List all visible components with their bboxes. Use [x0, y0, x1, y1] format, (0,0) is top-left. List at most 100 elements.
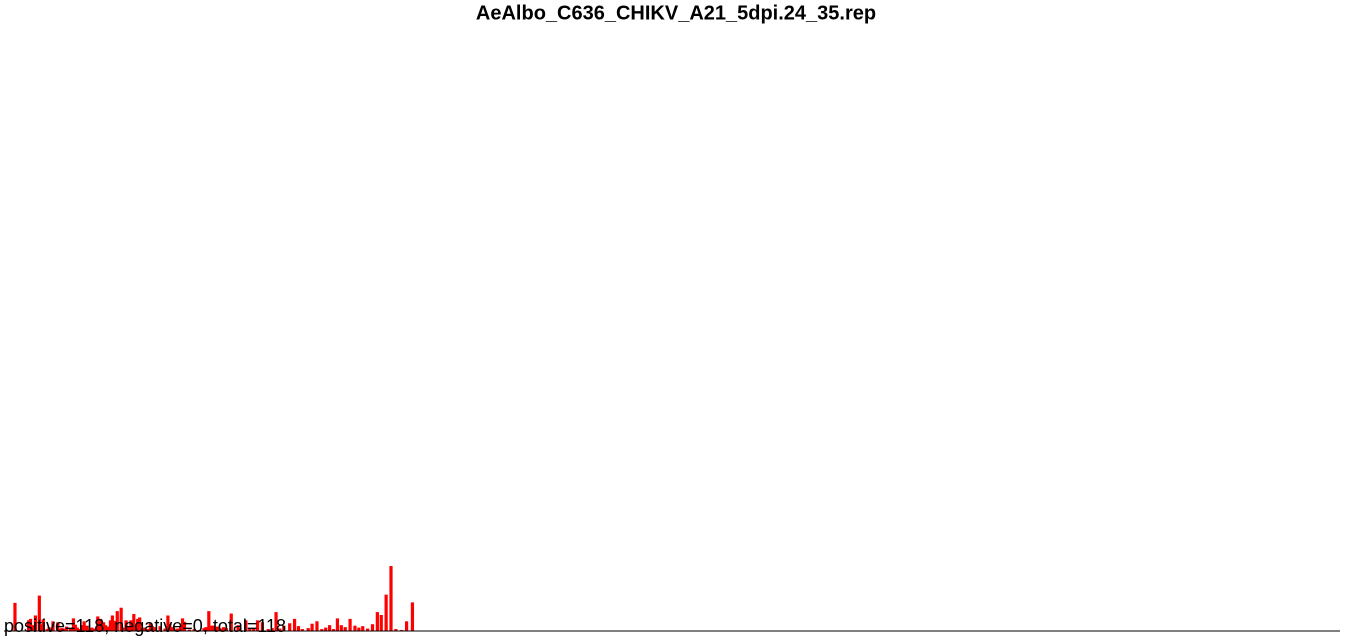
bar: [115, 611, 119, 631]
bar: [65, 626, 69, 631]
bar: [90, 627, 94, 631]
bar: [375, 612, 379, 631]
bar: [324, 627, 328, 631]
bar: [219, 628, 224, 631]
chart-title: AeAlbo_C636_CHIKV_A21_5dpi.24_35.rep: [476, 3, 876, 25]
bar: [221, 627, 226, 631]
bar: [138, 617, 142, 631]
bar: [236, 625, 240, 631]
bar: [216, 626, 220, 631]
bar: [85, 625, 89, 631]
bar: [335, 618, 340, 631]
bar: [320, 629, 324, 631]
bar: [255, 620, 260, 631]
bar: [328, 625, 332, 631]
bar: [152, 627, 156, 631]
bar: [384, 594, 388, 632]
bar: [62, 628, 66, 631]
bar: [108, 620, 113, 631]
bar: [121, 627, 125, 631]
summary-label: positive=118, negative=0, total=118: [4, 616, 286, 636]
bar: [182, 621, 187, 631]
bar: [217, 629, 222, 631]
bar: [68, 629, 73, 631]
bar: [142, 627, 147, 631]
bar: [73, 624, 77, 631]
bar: [252, 628, 256, 631]
bar: [41, 619, 45, 631]
bar: [174, 629, 178, 631]
bar: [394, 629, 398, 631]
bar: [140, 629, 145, 631]
bar: [92, 628, 96, 631]
bar: [136, 618, 140, 632]
bar: [180, 618, 185, 631]
bar: [102, 622, 106, 631]
bar: [96, 616, 100, 631]
bar: [77, 629, 81, 631]
bar: [315, 621, 319, 631]
bar: [110, 615, 114, 631]
bar: [170, 627, 174, 631]
bar: [270, 628, 274, 631]
bar: [176, 628, 180, 631]
bar: [187, 629, 191, 631]
bar: [82, 621, 86, 631]
bar: [306, 628, 310, 631]
bar: [207, 611, 211, 631]
bar: [300, 629, 304, 631]
bar: [348, 618, 352, 632]
bar: [28, 618, 33, 632]
bar: [266, 629, 270, 631]
bar: [343, 627, 347, 631]
bar: [260, 622, 265, 631]
bar: [389, 566, 393, 631]
bar: [60, 628, 64, 631]
bar: [112, 620, 116, 631]
bar: [248, 629, 252, 631]
bar: [80, 625, 84, 631]
bar: [379, 615, 383, 631]
bar: [274, 612, 278, 631]
bar: [288, 623, 292, 631]
bar: [357, 627, 361, 631]
bar: [404, 621, 409, 631]
bar: [166, 615, 170, 631]
bar: [58, 629, 62, 631]
bar: [224, 628, 228, 631]
bar: [103, 625, 108, 631]
bar: [370, 624, 375, 631]
bar: [148, 623, 152, 631]
bar: [192, 629, 196, 631]
bar: [178, 626, 183, 631]
bar: [71, 618, 76, 631]
bar: [37, 595, 41, 631]
bar: [51, 621, 55, 631]
bar: [331, 629, 336, 631]
bar: [47, 627, 51, 631]
bar: [292, 618, 297, 632]
bar: [132, 614, 136, 631]
bars-group: [13, 566, 415, 632]
bar: [172, 628, 176, 631]
bar: [45, 629, 49, 631]
bar: [99, 618, 103, 632]
bar: [229, 613, 233, 631]
bar: [56, 622, 60, 631]
bar: [106, 626, 111, 631]
bar: [146, 629, 151, 631]
bar: [282, 625, 286, 631]
bar: [119, 607, 123, 631]
bar: [134, 625, 138, 631]
bar: [361, 626, 365, 631]
bar: [126, 627, 130, 631]
bar: [339, 625, 343, 631]
bar: [158, 626, 162, 631]
bar: [212, 625, 216, 631]
bar: [75, 627, 79, 631]
bar: [410, 602, 415, 631]
bar: [49, 628, 53, 631]
bar: [310, 623, 314, 631]
bar: [278, 628, 282, 631]
